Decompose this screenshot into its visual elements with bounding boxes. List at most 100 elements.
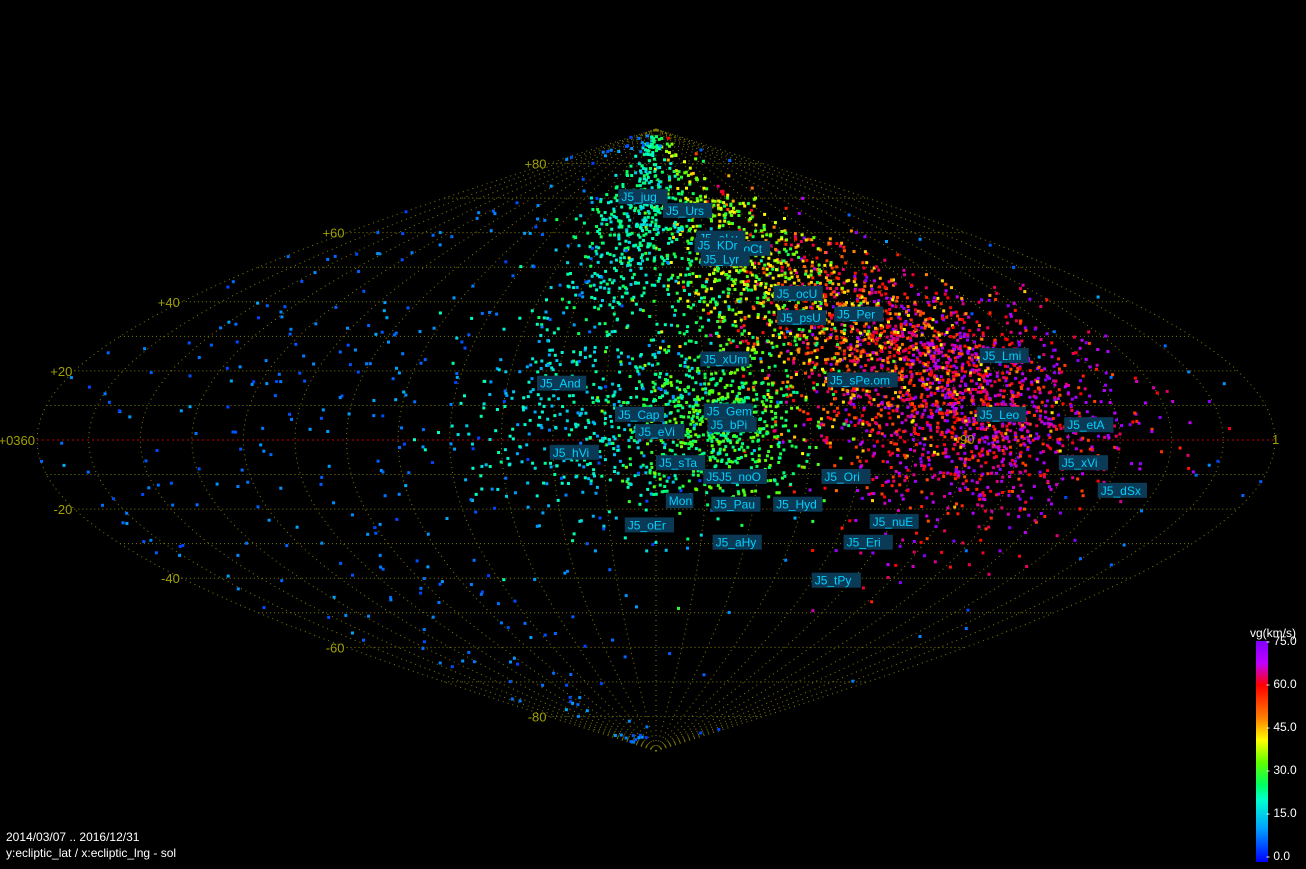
meteor-point <box>610 441 614 445</box>
meteor-point <box>671 440 675 444</box>
meteor-point <box>577 360 581 363</box>
meteor-point <box>968 346 972 350</box>
meteor-point <box>913 449 917 453</box>
meteor-point <box>1073 538 1077 542</box>
meteor-point <box>1007 422 1011 426</box>
meteor-point <box>635 387 638 390</box>
meteor-point <box>694 257 698 261</box>
meteor-point <box>783 229 787 233</box>
meteor-point <box>729 341 733 345</box>
meteor-point <box>391 377 395 381</box>
meteor-point <box>865 332 869 336</box>
meteor-point <box>758 427 761 431</box>
meteor-point <box>612 210 616 214</box>
meteor-point <box>1188 421 1192 425</box>
meteor-point <box>1018 508 1022 512</box>
meteor-point <box>943 435 947 439</box>
meteor-point <box>686 537 690 541</box>
meteor-point <box>896 338 899 342</box>
meteor-point <box>680 256 684 260</box>
meteor-point <box>985 436 989 440</box>
meteor-point <box>609 419 613 423</box>
meteor-point <box>864 322 868 326</box>
meteor-point <box>877 268 881 272</box>
meteor-point <box>954 401 957 405</box>
meteor-point <box>911 438 915 442</box>
meteor-point <box>579 351 582 354</box>
meteor-point <box>569 155 573 159</box>
meteor-point <box>438 661 442 665</box>
meteor-point <box>618 302 622 306</box>
meteor-point <box>684 273 688 277</box>
meteor-point <box>643 363 647 367</box>
meteor-point <box>1005 370 1009 374</box>
meteor-point <box>735 300 739 304</box>
meteor-point <box>840 330 844 333</box>
meteor-point <box>897 395 901 399</box>
meteor-point <box>789 384 793 388</box>
meteor-point <box>924 363 928 366</box>
meteor-point <box>752 435 756 439</box>
meteor-point <box>861 388 865 392</box>
meteor-point <box>867 492 871 496</box>
meteor-point <box>546 339 550 343</box>
meteor-point <box>968 374 972 377</box>
meteor-point <box>737 492 741 496</box>
meteor-point <box>649 439 653 443</box>
meteor-point <box>511 437 515 441</box>
meteor-point <box>804 336 808 340</box>
meridian-line <box>655 128 760 752</box>
meteor-point <box>680 421 684 424</box>
meteor-point <box>852 394 856 398</box>
meteor-point <box>736 439 740 443</box>
meteor-point <box>642 286 646 290</box>
meteor-point <box>730 277 734 281</box>
meteor-point <box>788 330 792 334</box>
meteor-point <box>723 386 727 389</box>
meteor-point <box>643 142 647 146</box>
meteor-point <box>731 379 735 383</box>
meteor-point <box>896 454 900 457</box>
meteor-point <box>1050 404 1054 408</box>
meteor-point <box>685 330 689 333</box>
meridian-line <box>397 128 657 752</box>
meteor-point <box>902 306 906 310</box>
meteor-point <box>1131 420 1135 424</box>
meteor-point <box>947 402 951 406</box>
meteor-point <box>419 591 423 595</box>
meteor-point <box>606 251 609 255</box>
meteor-point <box>1081 494 1085 498</box>
meteor-point <box>1016 494 1020 498</box>
meteor-point <box>856 299 860 303</box>
meteor-point <box>638 502 642 506</box>
meteor-point <box>1013 431 1017 435</box>
meteor-point <box>647 251 651 255</box>
meteor-point <box>694 291 698 295</box>
meteor-point <box>1052 364 1056 368</box>
meteor-point <box>995 493 999 497</box>
meteor-point <box>890 339 894 343</box>
meteor-point <box>834 489 838 493</box>
meteor-point <box>715 399 718 403</box>
meteor-point <box>785 238 788 242</box>
meteor-point <box>508 434 512 438</box>
meteor-point <box>940 550 944 554</box>
meteor-point <box>953 421 957 424</box>
meteor-point <box>923 399 927 403</box>
meteor-point <box>626 401 630 405</box>
meteor-point <box>1077 411 1081 415</box>
meteor-point <box>730 460 734 464</box>
meteor-point <box>969 371 973 375</box>
meteor-point <box>802 423 806 427</box>
meteor-point <box>1001 491 1005 494</box>
meteor-point <box>529 390 533 394</box>
meteor-point <box>1044 410 1047 414</box>
meteor-point <box>1035 457 1039 461</box>
meteor-point <box>634 243 638 247</box>
meteor-point <box>632 295 636 299</box>
meteor-point <box>619 351 623 355</box>
meteor-point <box>872 300 876 304</box>
meteor-point <box>774 423 778 427</box>
meteor-point <box>825 377 829 380</box>
meteor-point <box>357 270 361 273</box>
